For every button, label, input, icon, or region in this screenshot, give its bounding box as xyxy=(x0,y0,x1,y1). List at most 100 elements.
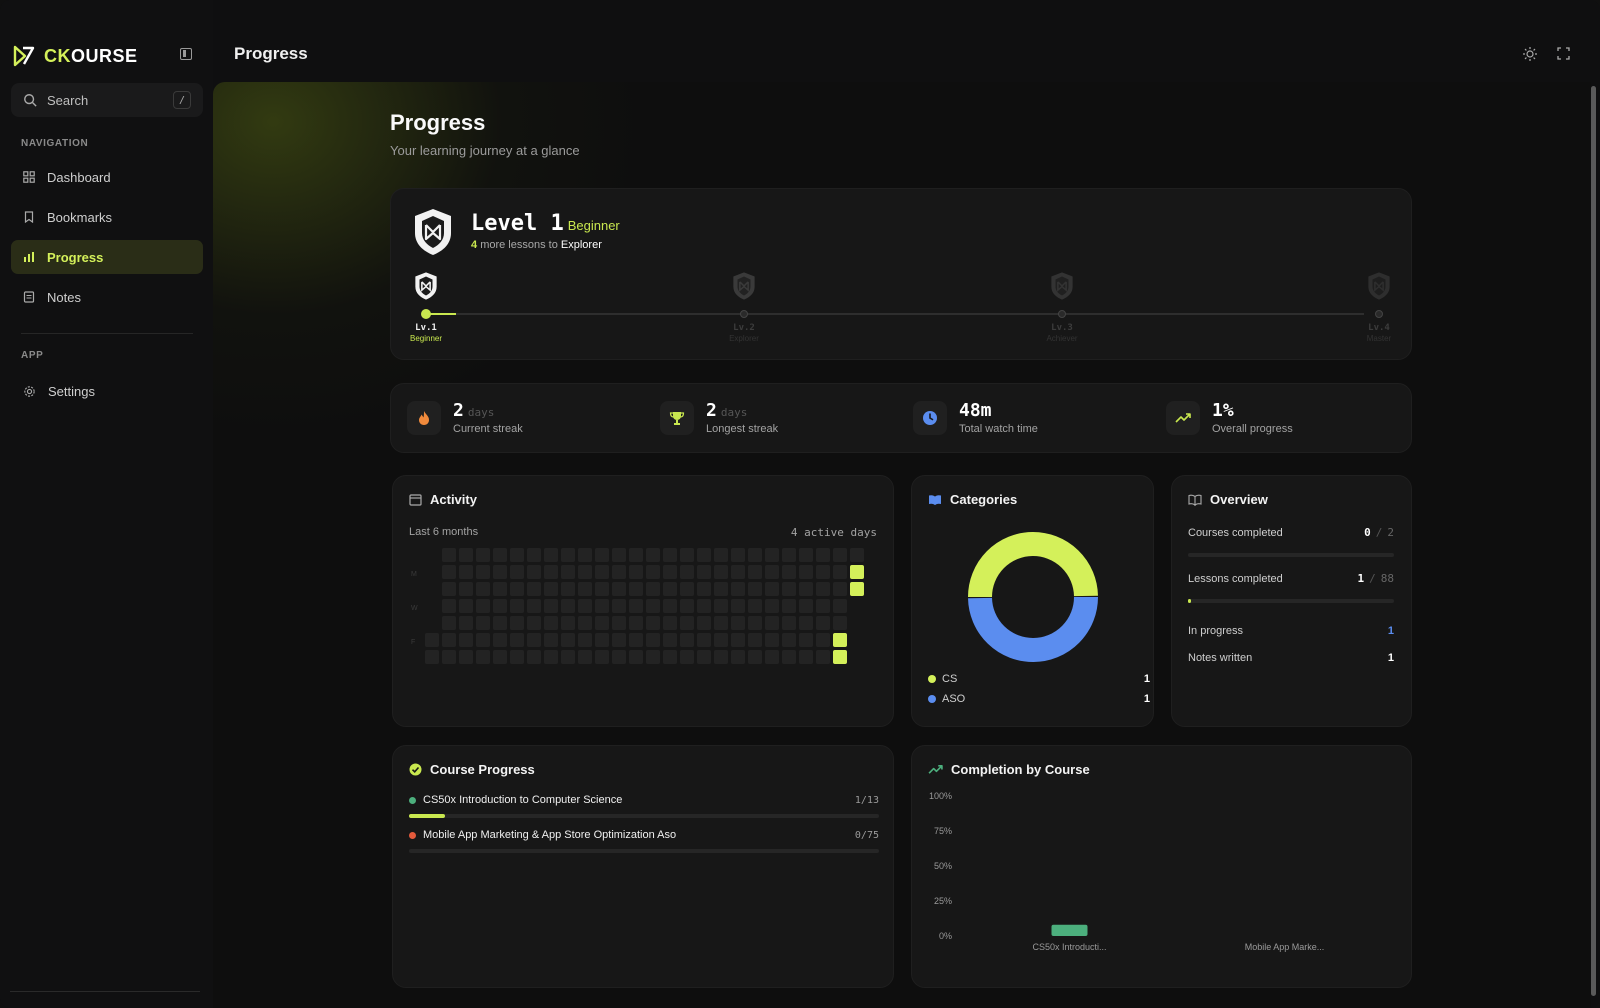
heatmap-cell xyxy=(782,548,796,562)
heatmap-cell xyxy=(476,650,490,664)
heatmap-cell xyxy=(663,565,677,579)
heatmap-cell xyxy=(493,650,507,664)
heatmap-cell xyxy=(697,633,711,647)
heatmap-cell xyxy=(493,616,507,630)
heatmap-cell xyxy=(459,582,473,596)
overview-in-progress: In progress 1 xyxy=(1188,625,1394,637)
heatmap-cell xyxy=(697,548,711,562)
sidebar-item-label: Dashboard xyxy=(47,169,111,185)
stat-label: Overall progress xyxy=(1212,423,1293,435)
heatmap-cell xyxy=(442,565,456,579)
bookmark-icon xyxy=(24,211,34,223)
main-scrollbar[interactable] xyxy=(1591,86,1596,996)
app-logo[interactable]: CKOURSE xyxy=(12,44,138,68)
heatmap-cell xyxy=(578,633,592,647)
category-legend-aso: ASO 1 xyxy=(928,693,1150,705)
course-name: Mobile App Marketing & App Store Optimiz… xyxy=(423,829,677,841)
calendar-icon xyxy=(409,494,422,506)
heatmap-cell xyxy=(578,582,592,596)
heatmap-cell xyxy=(544,582,558,596)
heatmap-cell xyxy=(612,548,626,562)
donut-slice-cs xyxy=(968,532,1098,598)
search-input[interactable]: Search / xyxy=(11,83,203,117)
heatmap-cell xyxy=(612,599,626,613)
heatmap-cell xyxy=(646,548,660,562)
heatmap-cell xyxy=(510,565,524,579)
milestone-name: Master xyxy=(1366,334,1392,343)
heatmap-cell xyxy=(833,616,847,630)
x-category-label: CS50x Introducti... xyxy=(1032,942,1106,952)
heatmap-cell xyxy=(782,633,796,647)
heatmap-cell xyxy=(459,599,473,613)
heatmap-cell xyxy=(833,599,847,613)
sidebar-item-bookmarks[interactable]: Bookmarks xyxy=(11,200,203,234)
milestone-name: Achiever xyxy=(1046,334,1078,343)
course-row[interactable]: CS50x Introduction to Computer Science 1… xyxy=(409,794,879,806)
heatmap-cell xyxy=(646,565,660,579)
heatmap-cell xyxy=(578,616,592,630)
sidebar-item-settings[interactable]: Settings xyxy=(11,374,203,408)
heatmap-cell xyxy=(663,616,677,630)
heatmap-cell xyxy=(765,582,779,596)
heatmap-cell xyxy=(629,650,643,664)
fullscreen-icon[interactable] xyxy=(1557,47,1570,60)
lessons-progress-fill xyxy=(1188,599,1191,603)
overview-notes-written: Notes written 1 xyxy=(1188,652,1394,664)
activity-card: Activity Last 6 months 4 active days M W F xyxy=(392,475,894,727)
category-count: 1 xyxy=(1143,693,1150,705)
heatmap-cell xyxy=(595,582,609,596)
heatmap-cell xyxy=(782,565,796,579)
level-title: Level 1 Beginner xyxy=(471,211,620,236)
stat-current-streak: 2 days Current streak xyxy=(407,400,523,435)
page-subtitle: Your learning journey at a glance xyxy=(390,143,580,158)
theme-toggle-icon[interactable] xyxy=(1523,47,1537,61)
legend-swatch xyxy=(928,695,936,703)
sidebar-toggle-icon[interactable] xyxy=(180,48,192,60)
sidebar: CKOURSE Search / NAVIGATION Dashboard xyxy=(0,0,213,1008)
topbar-actions xyxy=(1523,47,1570,61)
check-circle-icon xyxy=(409,763,422,776)
level-shield-icon xyxy=(415,209,451,255)
stat-overall-progress: 1% Overall progress xyxy=(1166,400,1293,435)
heatmap-cell xyxy=(731,582,745,596)
level-track-fill xyxy=(424,313,456,315)
heatmap-cell xyxy=(476,582,490,596)
sidebar-item-progress[interactable]: Progress xyxy=(11,240,203,274)
sidebar-item-label: Progress xyxy=(47,249,104,265)
heatmap-cell xyxy=(714,565,728,579)
course-row[interactable]: Mobile App Marketing & App Store Optimiz… xyxy=(409,829,879,841)
heatmap-cell xyxy=(816,565,830,579)
heatmap-cell-active xyxy=(850,565,864,579)
heatmap-cell xyxy=(442,599,456,613)
stat-value: 48m xyxy=(959,400,992,421)
heatmap-cell xyxy=(595,616,609,630)
categories-title: Categories xyxy=(928,492,1017,507)
milestone-dot xyxy=(421,309,431,319)
course-progress-bar xyxy=(409,849,879,853)
heatmap-cell xyxy=(714,582,728,596)
categories-card: Categories CS 1 ASO 1 xyxy=(911,475,1154,727)
heatmap-cell xyxy=(765,599,779,613)
shield-icon xyxy=(733,272,755,300)
shield-icon xyxy=(1051,272,1073,300)
heatmap-cell xyxy=(680,650,694,664)
heatmap-cell xyxy=(561,616,575,630)
lessons-progress-bar xyxy=(1188,599,1394,603)
heatmap-cell xyxy=(425,633,439,647)
app-name: CKOURSE xyxy=(44,45,138,66)
heatmap-cell xyxy=(731,548,745,562)
heatmap-cell xyxy=(816,548,830,562)
header-title: Progress xyxy=(234,44,308,63)
stats-card: 2 days Current streak 2 days Longest streak … xyxy=(390,383,1412,453)
heatmap-cell xyxy=(816,650,830,664)
overview-card: Overview Courses completed 0/2 Lessons c… xyxy=(1171,475,1412,727)
heatmap-cell xyxy=(459,616,473,630)
sidebar-footer-divider xyxy=(10,991,200,992)
heatmap-cell xyxy=(459,565,473,579)
y-tick-label: 0% xyxy=(939,931,952,941)
heatmap-cell xyxy=(527,599,541,613)
sidebar-item-notes[interactable]: Notes xyxy=(11,280,203,314)
milestone-level: Lv.3 xyxy=(1051,323,1073,333)
heatmap-cell xyxy=(527,650,541,664)
sidebar-item-dashboard[interactable]: Dashboard xyxy=(11,160,203,194)
